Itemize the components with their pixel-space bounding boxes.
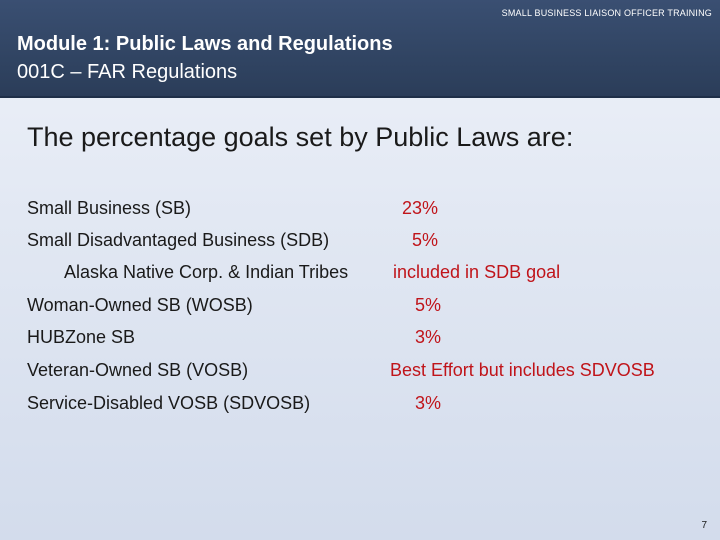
goal-value-sb: 23%	[402, 198, 439, 218]
goal-label-hubzone: HUBZone SB	[27, 327, 136, 347]
goal-label-anc: Alaska Native Corp. & Indian Tribes	[64, 262, 349, 282]
slide-header: SMALL BUSINESS LIAISON OFFICER TRAINING …	[0, 0, 720, 96]
goal-label-vosb: Veteran-Owned SB (VOSB)	[27, 360, 249, 380]
goal-label-wosb: Woman-Owned SB (WOSB)	[27, 295, 253, 315]
slide-title: Module 1: Public Laws and Regulations	[17, 33, 393, 55]
goal-value-sdb: 5%	[412, 230, 439, 250]
goal-value-wosb: 5%	[415, 295, 442, 315]
slide-subtitle: 001C – FAR Regulations	[17, 61, 238, 83]
goal-value-vosb: Best Effort but includes SDVOSB	[390, 360, 655, 380]
lead-text: The percentage goals set by Public Laws …	[27, 122, 574, 152]
goal-value-sdvosb: 3%	[415, 393, 442, 413]
page-number: 7	[701, 520, 707, 531]
goal-value-anc: included in SDB goal	[393, 262, 561, 282]
goal-label-sdvosb: Service-Disabled VOSB (SDVOSB)	[27, 393, 311, 413]
header-divider	[0, 96, 720, 98]
goal-label-sdb: Small Disadvantaged Business (SDB)	[27, 230, 330, 250]
goal-label-sb: Small Business (SB)	[27, 198, 192, 218]
goal-value-hubzone: 3%	[415, 327, 442, 347]
header-kicker: SMALL BUSINESS LIAISON OFFICER TRAINING	[501, 8, 712, 18]
